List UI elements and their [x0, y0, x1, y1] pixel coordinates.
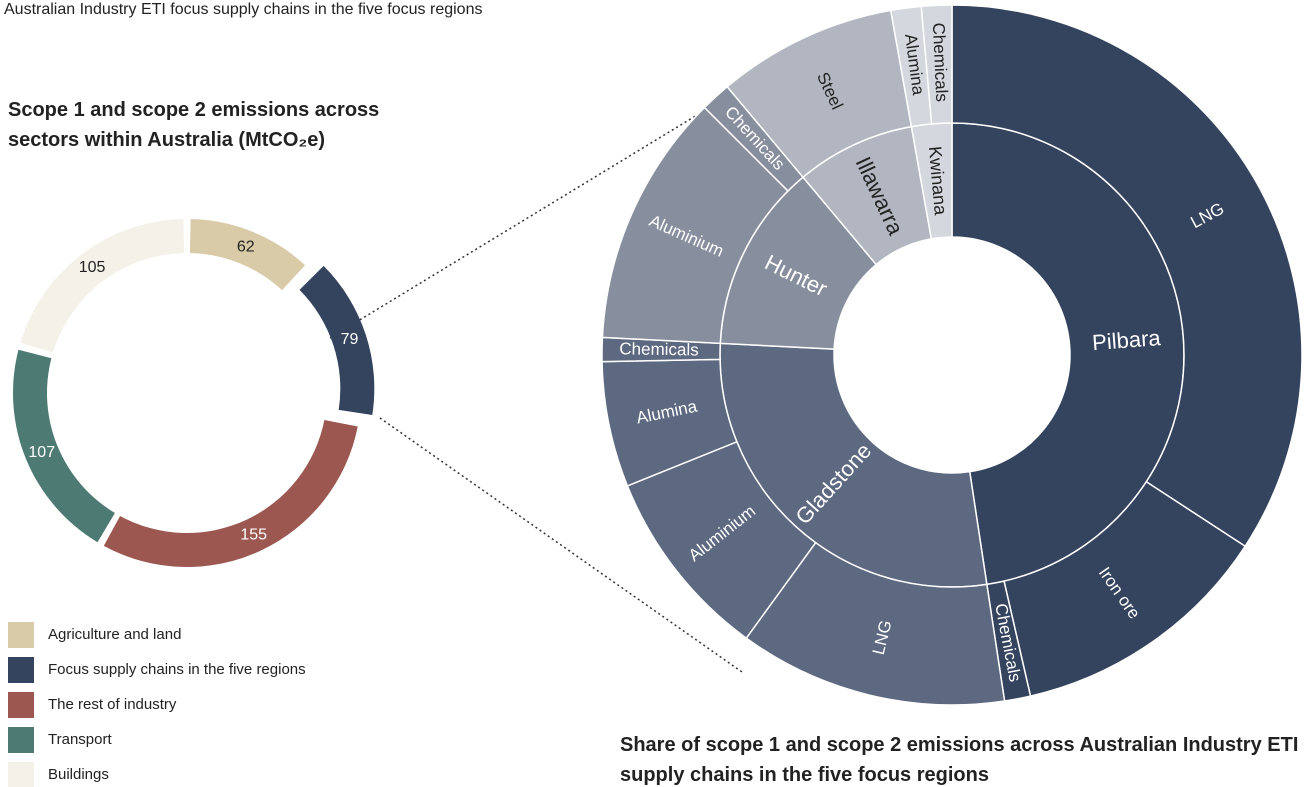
segment-label: Chemicals	[619, 339, 699, 359]
data-label: 155	[240, 526, 267, 543]
donut-segment	[189, 219, 306, 291]
legend-label: The rest of industry	[48, 696, 177, 713]
donut-segment	[299, 265, 375, 416]
legend-label: Buildings	[48, 766, 109, 783]
donut-segment	[12, 349, 115, 543]
legend-swatch	[8, 727, 34, 753]
legend-label: Focus supply chains in the five regions	[48, 661, 306, 678]
data-label: 62	[237, 239, 255, 256]
data-label: 105	[79, 259, 106, 276]
legend-label: Agriculture and land	[48, 626, 181, 643]
subsector-segment	[951, 4, 1303, 548]
data-label: 79	[341, 331, 359, 348]
legend-label: Transport	[48, 731, 112, 748]
segment-label: Chemicals	[929, 22, 951, 102]
legend-swatch	[8, 762, 34, 787]
page-title: Australian Industry ETI focus supply cha…	[4, 1, 482, 18]
legend-swatch	[8, 692, 34, 718]
donut-title: Scope 1 and scope 2 emissions across sec…	[8, 99, 380, 151]
subsector-segment	[920, 4, 953, 125]
donut-segment	[20, 219, 185, 353]
connector	[379, 417, 743, 673]
legend-swatch	[8, 657, 34, 683]
sunburst-title: Share of scope 1 and scope 2 emissions a…	[620, 734, 1299, 786]
segment-label: Pilbara	[1091, 325, 1162, 355]
connector	[329, 94, 731, 339]
data-label: 107	[28, 444, 55, 461]
donut-segment	[103, 420, 358, 567]
legend-swatch	[8, 622, 34, 648]
